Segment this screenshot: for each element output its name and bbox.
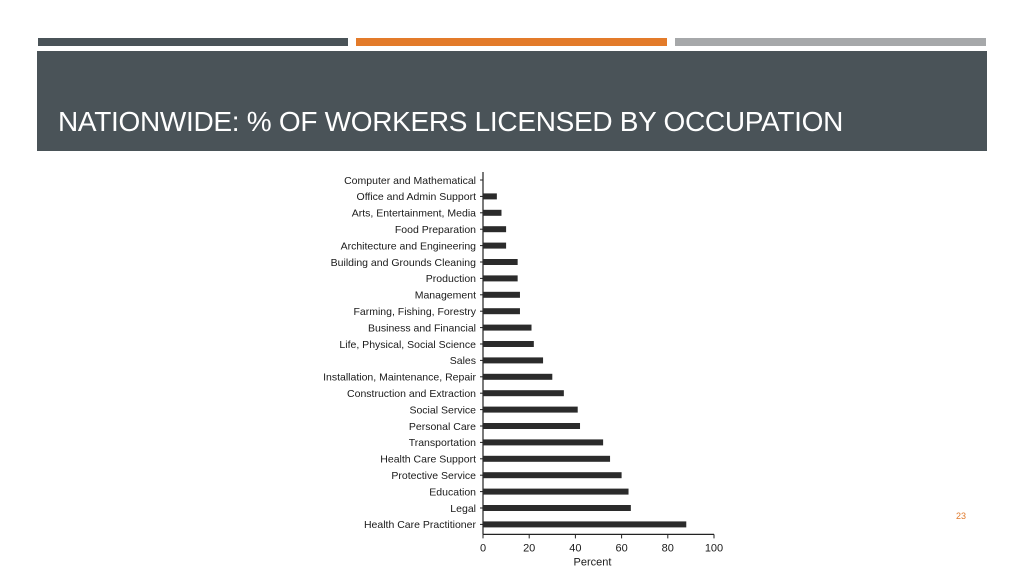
- slide-title: NATIONWIDE: % OF WORKERS LICENSED BY OCC…: [58, 106, 844, 137]
- bar: [483, 226, 507, 233]
- category-label: Social Service: [409, 404, 476, 416]
- x-tick-label: 100: [705, 542, 723, 554]
- bar: [483, 521, 687, 528]
- category-label: Business and Financial: [368, 322, 476, 334]
- category-label: Food Preparation: [395, 224, 476, 236]
- bar: [483, 423, 581, 429]
- category-label: Management: [415, 290, 476, 302]
- category-label: Personal Care: [409, 421, 476, 433]
- bar: [483, 455, 611, 462]
- category-label: Education: [429, 486, 476, 498]
- category-label: Life, Physical, Social Science: [339, 339, 476, 351]
- x-axis-title: Percent: [574, 556, 612, 568]
- category-label: Health Care Practitioner: [364, 519, 477, 531]
- accent-strip-middle: [356, 38, 667, 46]
- bar: [483, 275, 518, 282]
- accent-strip-right: [675, 38, 986, 46]
- x-tick-label: 40: [569, 542, 581, 554]
- x-tick-label: 0: [480, 542, 486, 554]
- category-label: Production: [426, 273, 476, 285]
- x-tick-label: 20: [523, 542, 535, 554]
- bar: [483, 439, 604, 446]
- bar: [483, 193, 497, 200]
- category-label: Architecture and Engineering: [341, 240, 477, 252]
- x-tick-label: 80: [662, 542, 674, 554]
- bar: [483, 209, 502, 216]
- category-label: Legal: [450, 503, 476, 515]
- bar: [483, 357, 544, 364]
- category-label: Sales: [450, 355, 476, 367]
- bar: [483, 259, 518, 265]
- category-label: Installation, Maintenance, Repair: [323, 372, 476, 384]
- bar: [483, 373, 553, 380]
- chart-container: Computer and Mathematical Office and Admi…: [290, 165, 745, 576]
- category-label: Protective Service: [391, 470, 476, 482]
- category-label: Farming, Fishing, Forestry: [353, 306, 476, 318]
- category-label: Health Care Support: [380, 454, 476, 466]
- page-number: 23: [956, 511, 967, 521]
- bar: [483, 488, 629, 495]
- category-label: Office and Admin Support: [357, 191, 477, 203]
- category-label: Computer and Mathematical: [344, 175, 476, 187]
- bar: [483, 308, 520, 315]
- category-label: Arts, Entertainment, Media: [352, 208, 476, 220]
- x-tick-label: 60: [615, 542, 627, 554]
- bar: [483, 341, 534, 347]
- bar-chart: Computer and Mathematical Office and Admi…: [323, 172, 723, 568]
- category-label: Building and Grounds Cleaning: [331, 257, 477, 269]
- bar: [483, 390, 564, 397]
- category-label: Transportation: [409, 437, 476, 449]
- bar: [483, 472, 622, 479]
- title-band: [37, 51, 987, 151]
- bar: [483, 505, 631, 511]
- bar: [483, 242, 507, 249]
- bar: [483, 406, 578, 413]
- category-label: Construction and Extraction: [347, 388, 476, 400]
- bar: [483, 291, 520, 298]
- bar: [483, 324, 532, 331]
- accent-strip-left: [38, 38, 348, 46]
